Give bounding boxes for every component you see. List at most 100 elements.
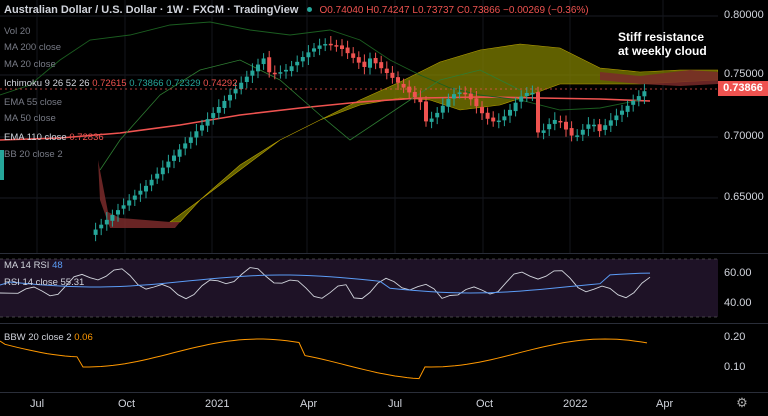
- candle-up: [580, 129, 585, 135]
- candle-down: [474, 98, 479, 107]
- symbol-title[interactable]: Australian Dollar / U.S. Dollar · 1W · F…: [4, 4, 299, 16]
- price-pane[interactable]: Australian Dollar / U.S. Dollar · 1W · F…: [0, 0, 718, 253]
- ichimoku-lagging-line: [99, 59, 521, 171]
- rsi-axis[interactable]: 60.00 40.00: [718, 253, 768, 323]
- ichimoku-cloud-bearish: [600, 70, 718, 86]
- candle-up: [457, 92, 462, 94]
- bbw-tick: 0.20: [724, 331, 746, 343]
- legend-bb[interactable]: BB 20 close 2: [4, 149, 63, 160]
- candle-up: [452, 94, 456, 99]
- candle-up: [552, 119, 557, 124]
- price-chart-svg: [0, 0, 718, 253]
- candle-up: [323, 44, 328, 46]
- price-tick: 0.65000: [724, 191, 764, 203]
- ohlc-values: O0.74040 H0.74247 L0.73737 C0.73866 −0.0…: [319, 5, 589, 16]
- candle-down: [390, 72, 395, 78]
- candle-down: [334, 45, 339, 47]
- rsi-pane[interactable]: MA 14 RSI 48 RSI 14 close 55.31: [0, 253, 718, 323]
- time-tick: Jul: [388, 398, 403, 410]
- candle-up: [429, 118, 434, 122]
- legend-ma200[interactable]: MA 200 close: [4, 42, 62, 53]
- time-tick: Jul: [30, 398, 45, 410]
- legend-vol[interactable]: Vol 20: [4, 26, 31, 37]
- candle-down: [491, 117, 496, 122]
- bbw-line: [0, 338, 648, 380]
- candle-down: [485, 112, 490, 119]
- candle-up: [244, 76, 249, 83]
- candle-up: [306, 52, 311, 58]
- legend-ma20[interactable]: MA 20 close: [4, 59, 56, 70]
- candle-up: [278, 72, 283, 74]
- candle-up: [110, 214, 115, 221]
- candle-up: [592, 124, 596, 127]
- legend-ema55[interactable]: EMA 55 close: [4, 97, 63, 108]
- price-tick: 0.70000: [724, 130, 764, 142]
- pane-divider: [0, 392, 768, 393]
- candle-up: [284, 69, 288, 72]
- candle-down: [356, 57, 361, 63]
- candle-down: [564, 121, 568, 130]
- legend-ema110[interactable]: EMA 110 close 0.72836: [4, 132, 104, 143]
- candle-up: [211, 113, 216, 118]
- candle-up: [172, 155, 176, 161]
- candle-down: [362, 61, 367, 67]
- legend-ma50[interactable]: MA 50 close: [4, 113, 56, 124]
- candle-up: [127, 200, 132, 206]
- legend-ma14-rsi[interactable]: MA 14 RSI 48: [4, 260, 63, 271]
- candle-up: [608, 120, 613, 126]
- candle-up: [250, 70, 255, 76]
- time-axis[interactable]: Jul Oct 2021 Apr Jul Oct 2022 Apr: [0, 393, 718, 416]
- candle-up: [575, 135, 580, 137]
- candle-up: [222, 100, 227, 108]
- bbw-tick: 0.10: [724, 361, 746, 373]
- candle-up: [631, 100, 636, 105]
- candle-down: [384, 68, 389, 74]
- candle-up: [524, 92, 529, 97]
- rsi-tick: 40.00: [724, 297, 752, 309]
- candle-down: [340, 45, 344, 49]
- bbw-chart-svg: [0, 338, 648, 380]
- price-tick: 0.75000: [724, 68, 764, 80]
- candle-down: [373, 57, 378, 64]
- chart-annotation: Stiff resistance at weekly cloud: [618, 30, 718, 58]
- bbw-pane[interactable]: BBW 20 close 2 0.06: [0, 323, 718, 391]
- rsi-line: [0, 267, 651, 300]
- time-tick: Apr: [656, 398, 674, 410]
- price-axis[interactable]: 0.80000 0.75000 0.70000 0.65000: [718, 0, 768, 253]
- pane-divider[interactable]: [0, 323, 768, 324]
- candle-up: [166, 161, 171, 168]
- last-price-label: 0.73866: [718, 81, 768, 96]
- candle-up: [183, 143, 188, 149]
- candle-down: [272, 72, 277, 75]
- candle-up: [216, 107, 221, 113]
- candle-up: [295, 61, 300, 66]
- candle-up: [620, 110, 624, 115]
- pane-divider[interactable]: [0, 253, 768, 254]
- candle-up: [368, 58, 372, 68]
- candle-up: [228, 94, 232, 101]
- time-tick: Oct: [476, 398, 494, 410]
- candle-down: [351, 53, 356, 58]
- price-tick: 0.80000: [724, 9, 764, 21]
- candle-down: [569, 128, 574, 136]
- time-tick: 2022: [563, 398, 588, 410]
- candle-down: [345, 47, 350, 54]
- legend-bbw[interactable]: BBW 20 close 2 0.06: [4, 332, 93, 343]
- candle-up: [440, 105, 445, 113]
- candle-up: [312, 48, 316, 52]
- legend-ichimoku[interactable]: Ichimoku 9 26 52 26 0.72615 0.73866 0.72…: [4, 78, 238, 89]
- candle-up: [435, 112, 440, 118]
- candle-up: [144, 185, 148, 192]
- settings-gear-icon[interactable]: ⚙: [736, 395, 748, 410]
- candle-down: [480, 106, 484, 114]
- candle-up: [160, 167, 165, 175]
- candle-up: [513, 102, 518, 112]
- candle-up: [149, 179, 154, 186]
- candle-up: [317, 45, 322, 49]
- bbw-axis[interactable]: 0.20 0.10: [718, 323, 768, 391]
- time-tick: Oct: [118, 398, 136, 410]
- legend-rsi14[interactable]: RSI 14 close 55.31: [4, 277, 85, 288]
- candle-up: [625, 105, 630, 112]
- time-tick: 2021: [205, 398, 230, 410]
